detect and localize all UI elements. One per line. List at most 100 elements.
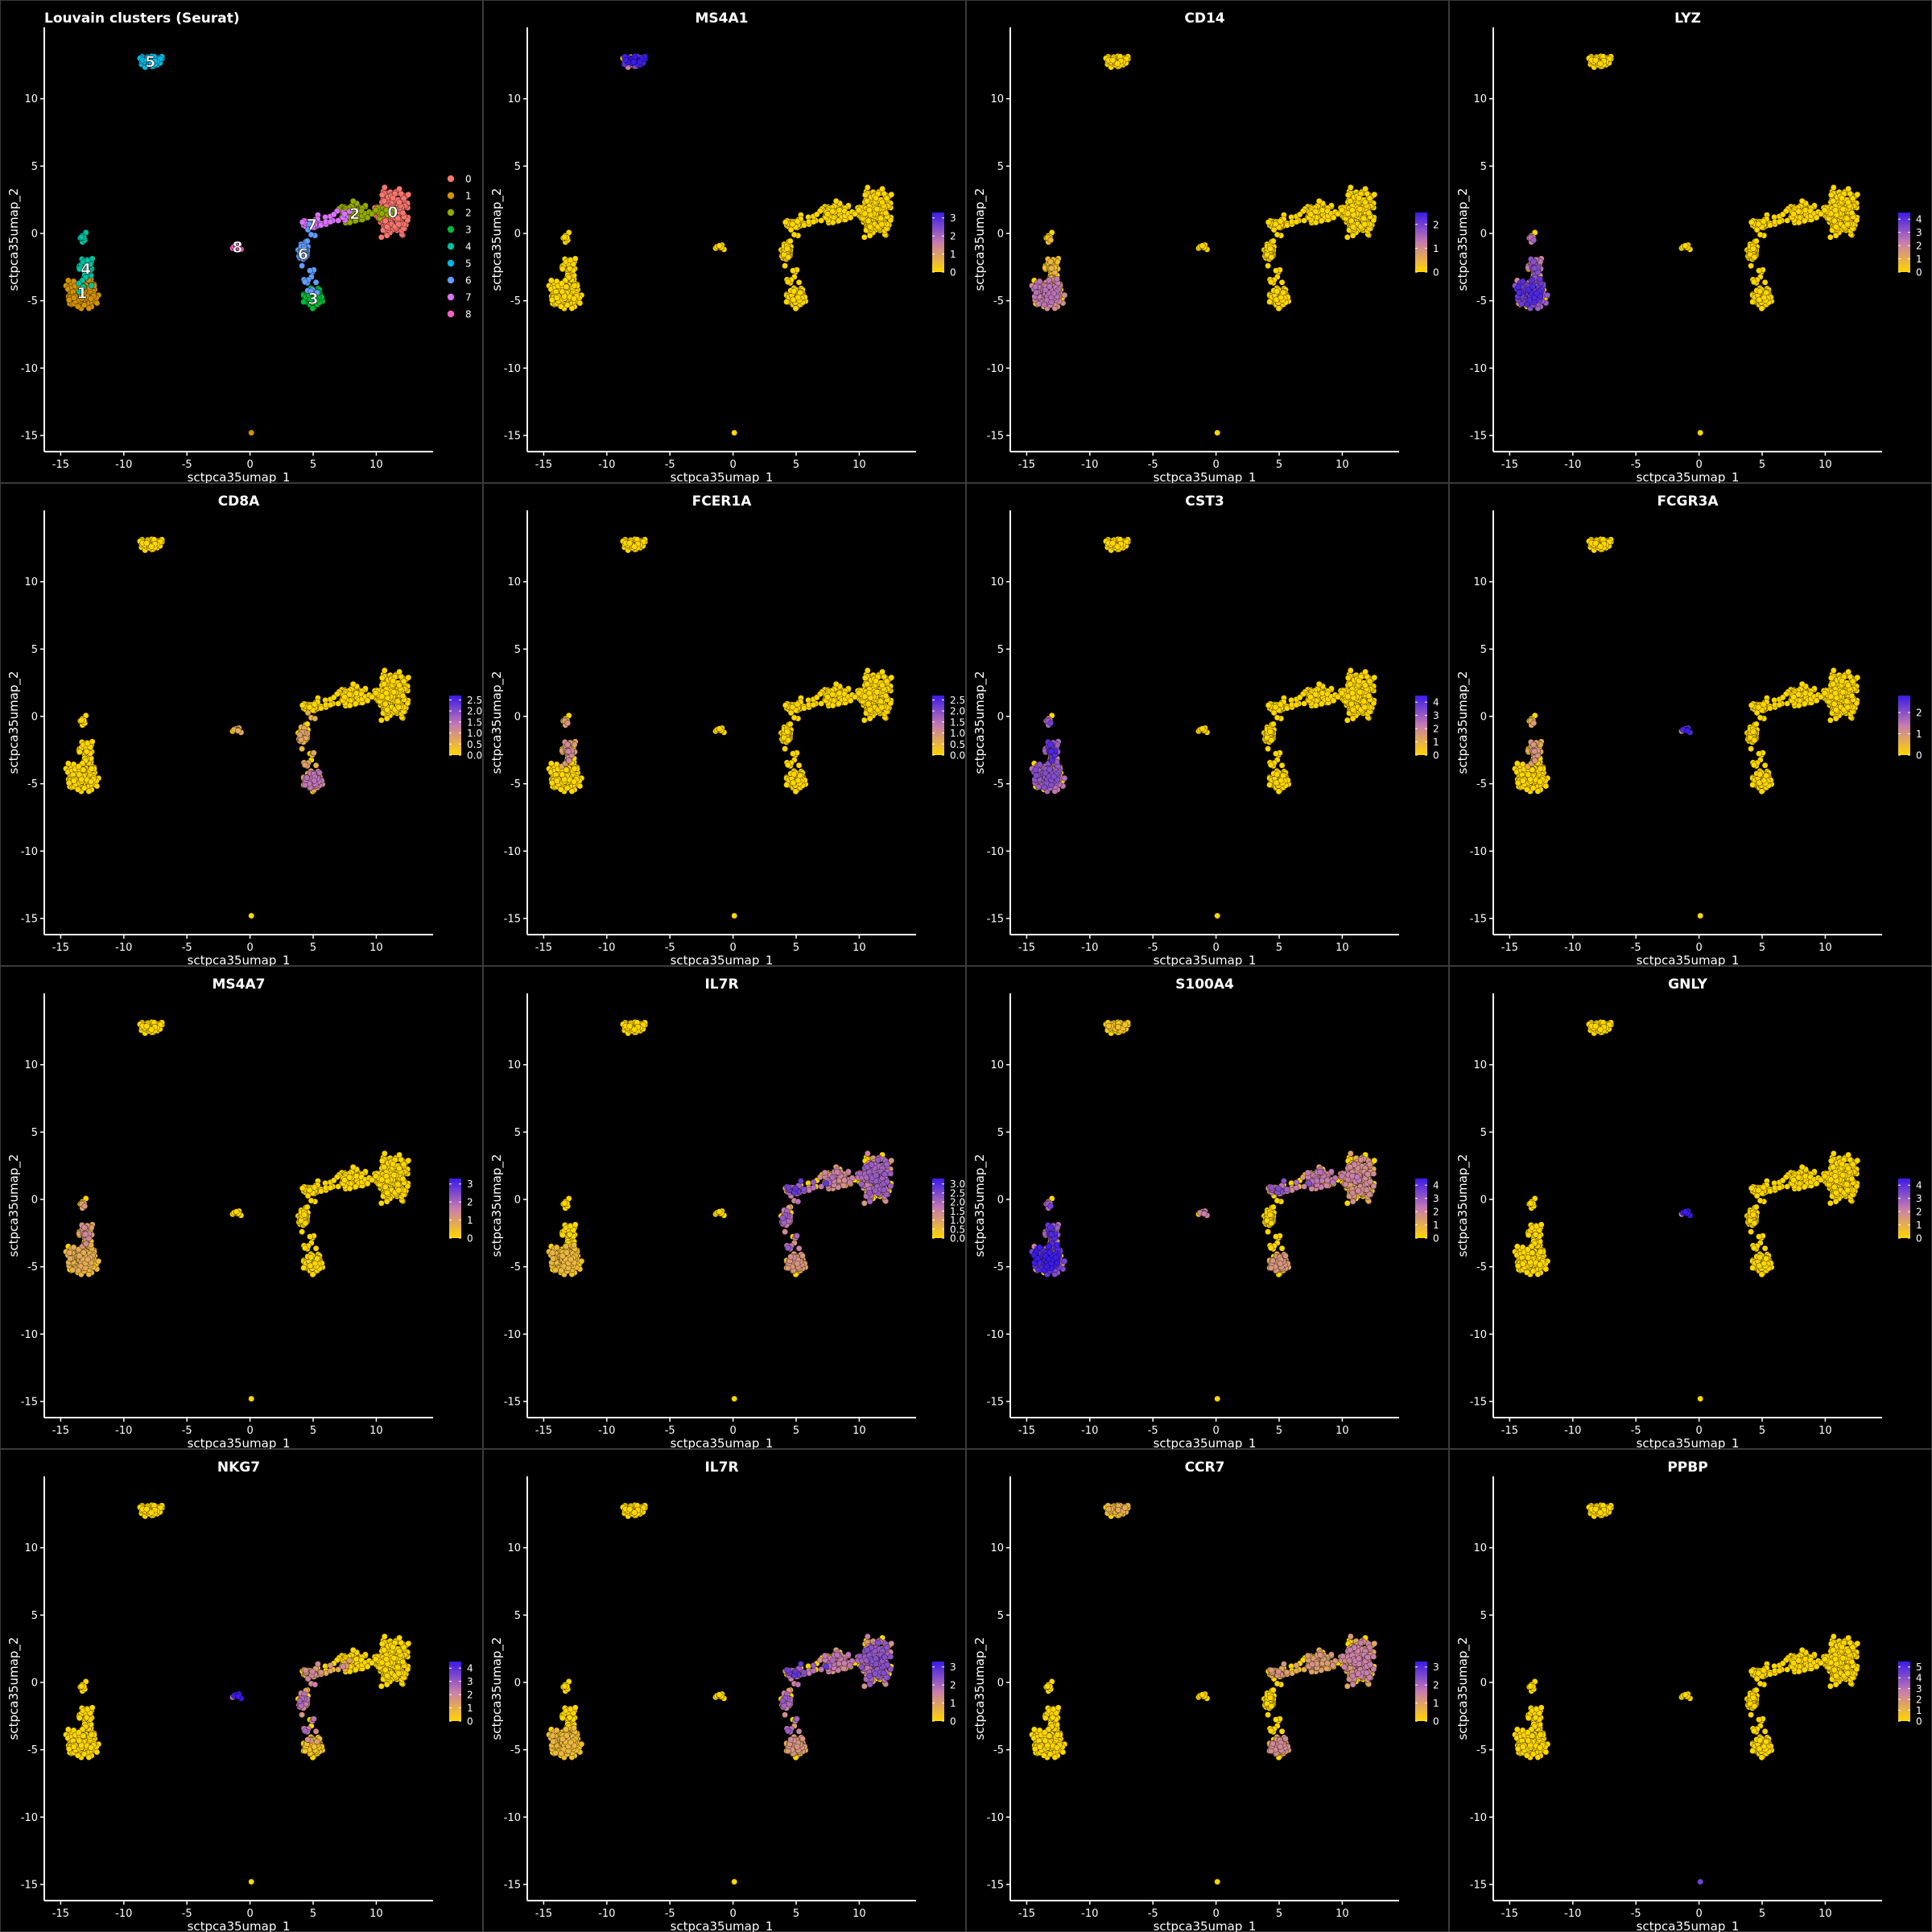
cell-point [390,678,396,684]
colorbar-tick-label: 4 [1916,214,1922,225]
x-tick-label: -15 [52,942,69,954]
colorbar-tick-label: 0 [1433,267,1439,279]
cell-point [867,223,873,230]
x-tick-label: 5 [793,459,799,471]
x-tick-label: -15 [535,459,552,471]
cell-point [312,279,320,286]
cell-point [631,53,638,60]
cluster-label: 5 [145,53,155,71]
x-tick-label: 5 [1276,459,1282,471]
legend-key [447,242,455,250]
y-tick-label: 10 [24,576,38,588]
cell-point [879,185,886,192]
cell-point [782,262,788,269]
cell-point [1828,192,1835,198]
cell-point [89,738,96,745]
cell-point [1214,429,1220,436]
y-tick-label: -15 [1470,430,1487,442]
cell-point [1361,221,1368,228]
cell-point [1529,277,1535,283]
cell-point [836,207,843,213]
cell-point [1516,289,1522,296]
cluster-label: 0 [387,204,398,221]
cell-point [1356,195,1362,201]
cell-point [1265,262,1271,269]
cell-point [1832,232,1839,239]
cell-point [571,283,578,289]
legend-key [447,276,455,284]
cluster-label: 6 [298,246,308,263]
colorbar-tick-label: 0 [950,267,956,279]
cell-point [381,680,387,687]
cell-point [1802,217,1808,224]
x-tick-label: -5 [1631,459,1641,471]
cell-point [248,429,254,436]
cell-point [341,694,348,700]
cell-point [1845,185,1852,192]
cell-point [1827,233,1834,241]
cell-point [1749,299,1756,305]
colorbar [1898,213,1910,272]
cell-point [399,692,407,700]
y-tick-label: 5 [997,161,1004,173]
legend-key [447,310,455,318]
panel-title: CD14 [1184,10,1224,27]
cell-point [383,690,390,696]
cell-point [405,191,412,198]
cell-point [1755,221,1762,228]
colorbar-tick-label: 3 [1916,227,1922,238]
cell-point [1544,291,1551,299]
x-axis-label: sctpca35umap_1 [188,470,291,485]
colorbar [932,213,944,272]
colorbar-tick-label: 2 [1433,219,1439,230]
x-tick-label: -10 [1081,459,1098,471]
cluster-label: 8 [232,239,242,257]
cluster-label: 1 [76,285,87,303]
cluster-label: 2 [349,205,360,223]
cell-point [1293,218,1300,225]
cell-point [1844,221,1852,228]
cell-point [88,766,95,772]
panel-frame [0,483,483,966]
cell-point [93,299,101,307]
cell-point [1854,191,1861,198]
cell-point [378,716,385,724]
x-tick-label: 5 [310,942,316,954]
cell-point [382,700,389,708]
cell-point [787,237,794,245]
cluster-label: 4 [80,260,91,278]
cell-point [88,283,95,289]
cell-point [312,715,319,722]
cell-point [554,295,560,301]
panel-4: LYZ-15 -10 -5 0 5 10-15-10-50510sctpca35umap_… [1449,0,1932,485]
cell-point [93,782,101,790]
legend-label: 0 [465,174,472,185]
cell-point [548,277,555,284]
cell-point [1597,60,1604,67]
cell-point [1296,211,1303,218]
cell-point [1035,300,1042,308]
panel-title: Louvain clusters (Seurat) [44,10,240,27]
cell-point [1697,429,1703,436]
cell-point [1534,290,1540,297]
cell-point [372,207,379,213]
cell-point [1268,279,1274,286]
cell-point [791,231,798,238]
cell-point [304,237,311,245]
cell-point [1802,207,1809,213]
y-tick-label: -10 [1470,363,1487,375]
cell-point [88,295,94,302]
cell-point [878,221,886,228]
cell-point [76,749,83,755]
colorbar-tick-label: 0 [1916,267,1922,279]
y-tick-label: 0 [31,228,38,240]
cell-point [1349,207,1356,213]
cell-point [307,267,313,274]
cell-point [861,233,868,241]
colorbar-tick-label: 1 [1916,254,1922,265]
cell-point [864,197,870,204]
legend-label: 6 [465,275,472,287]
cell-point [576,299,584,307]
cell-point [1753,237,1760,245]
cell-point [1268,254,1275,261]
